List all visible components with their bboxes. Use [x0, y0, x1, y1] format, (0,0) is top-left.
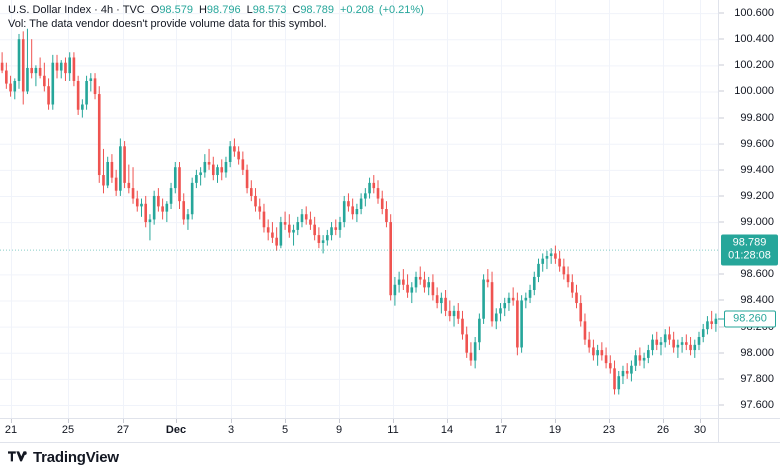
tradingview-logo[interactable]: TradingView	[8, 448, 119, 466]
time-tick-label: Dec	[165, 424, 187, 436]
price-scale-border	[718, 0, 719, 442]
time-tick-label: 27	[116, 424, 130, 436]
time-tick-label: 9	[335, 424, 343, 436]
tradingview-mark-icon	[8, 450, 27, 461]
time-tick-dash	[231, 419, 232, 423]
time-tick-dash	[555, 419, 556, 423]
time-tick-label: 25	[61, 424, 75, 436]
current-price-line	[0, 249, 718, 251]
time-scale-border	[0, 418, 780, 419]
price-tick-label: 97.800	[740, 372, 774, 385]
price-tick-label: 97.600	[740, 398, 774, 411]
time-scale[interactable]: 21 25 27 Dec 3 5 9 11 14 17 19 23 26 30	[0, 418, 780, 442]
price-tick-label: 98.000	[740, 346, 774, 359]
price-tick-dash	[719, 195, 724, 197]
chart-plot-area[interactable]	[0, 0, 718, 418]
price-tick-label: 100.600	[734, 7, 774, 20]
price-tick-dash	[719, 12, 724, 14]
time-tick-label: 11	[387, 424, 399, 436]
time-tick-dash	[176, 419, 177, 423]
price-tick-dash	[719, 299, 724, 301]
time-tick-label: 5	[281, 424, 289, 436]
price-tick-label: 99.200	[740, 189, 774, 202]
time-tick-dash	[393, 419, 394, 423]
time-tick-dash	[663, 419, 664, 423]
branding-bar: TradingView	[0, 442, 780, 471]
time-tick-dash	[123, 419, 124, 423]
time-tick-dash	[447, 419, 448, 423]
price-tick-label: 100.400	[734, 33, 774, 46]
chart-gridlines	[0, 0, 718, 418]
price-tick-dash	[719, 378, 724, 380]
time-tick-dash	[11, 419, 12, 423]
price-tick-dash	[719, 352, 724, 354]
time-tick-label: 26	[656, 424, 670, 436]
current-price-badge: 98.789 01:28:08	[721, 234, 778, 266]
price-tick-label: 100.200	[734, 59, 774, 72]
time-tick-dash	[68, 419, 69, 423]
price-tick-dash	[719, 273, 724, 275]
last-price-badge: 98.260	[724, 310, 776, 328]
time-tick-dash	[339, 419, 340, 423]
time-tick-dash	[609, 419, 610, 423]
price-tick-dash	[719, 64, 724, 66]
bar-countdown-timer: 01:28:08	[728, 249, 771, 262]
time-tick-label: 3	[227, 424, 235, 436]
price-tick-dash	[719, 38, 724, 40]
time-tick-dash	[700, 419, 701, 423]
price-tick-dash	[719, 143, 724, 145]
time-tick-dash	[285, 419, 286, 423]
price-tick-label: 99.000	[740, 216, 774, 229]
price-scale[interactable]: 100.600 100.400 100.200 100.000 99.800 99.600…	[718, 0, 780, 442]
price-tick-dash	[719, 117, 724, 119]
time-tick-label: 17	[494, 424, 508, 436]
price-tick-dash	[719, 404, 724, 406]
price-tick-dash	[719, 169, 724, 171]
candlestick-series	[0, 28, 718, 395]
last-price-tick-mark	[718, 318, 724, 320]
time-tick-label: 19	[548, 424, 562, 436]
price-tick-label: 99.400	[740, 163, 774, 176]
price-tick-label: 99.600	[740, 137, 774, 150]
tradingview-wordmark: TradingView	[33, 448, 119, 466]
price-tick-label: 100.000	[734, 85, 774, 98]
time-tick-label: 23	[602, 424, 616, 436]
price-tick-dash	[719, 90, 724, 92]
price-tick-dash	[719, 221, 724, 223]
price-tick-label: 98.600	[740, 268, 774, 281]
price-tick-label: 98.400	[740, 294, 774, 307]
price-tick-label: 99.800	[740, 111, 774, 124]
current-price-value: 98.789	[732, 236, 767, 249]
time-tick-dash	[501, 419, 502, 423]
price-tick-dash	[719, 326, 724, 328]
time-tick-label: 21	[4, 424, 18, 436]
time-tick-label: 30	[693, 424, 707, 436]
time-tick-label: 14	[440, 424, 454, 436]
